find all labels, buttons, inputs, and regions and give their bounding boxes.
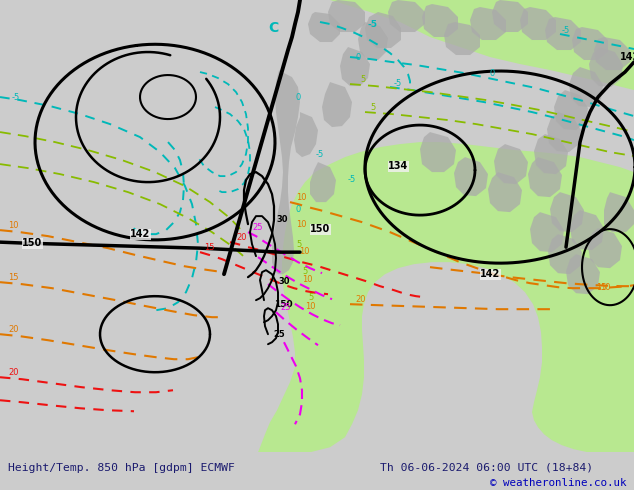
Text: Th 06-06-2024 06:00 UTC (18+84): Th 06-06-2024 06:00 UTC (18+84) bbox=[380, 463, 593, 473]
Text: 20: 20 bbox=[236, 233, 247, 242]
Polygon shape bbox=[566, 254, 600, 294]
Polygon shape bbox=[520, 7, 556, 40]
Text: 134: 134 bbox=[388, 161, 408, 171]
Polygon shape bbox=[310, 162, 336, 202]
Text: 0: 0 bbox=[356, 53, 361, 62]
Polygon shape bbox=[604, 192, 634, 232]
Polygon shape bbox=[572, 27, 608, 60]
Polygon shape bbox=[534, 134, 568, 174]
Polygon shape bbox=[388, 0, 425, 32]
Polygon shape bbox=[294, 112, 318, 157]
Polygon shape bbox=[328, 0, 365, 32]
Polygon shape bbox=[322, 82, 352, 127]
Polygon shape bbox=[272, 70, 300, 274]
Text: 25: 25 bbox=[273, 330, 285, 339]
Text: 10: 10 bbox=[305, 302, 316, 311]
Text: 5: 5 bbox=[360, 75, 365, 84]
Polygon shape bbox=[488, 172, 522, 212]
Text: 0: 0 bbox=[490, 69, 495, 78]
Polygon shape bbox=[545, 17, 581, 50]
Polygon shape bbox=[258, 0, 634, 452]
Polygon shape bbox=[594, 37, 630, 70]
Polygon shape bbox=[528, 157, 562, 197]
Text: 5: 5 bbox=[302, 267, 307, 276]
Text: 10: 10 bbox=[296, 193, 306, 202]
Polygon shape bbox=[547, 112, 581, 152]
Text: 150: 150 bbox=[274, 300, 293, 309]
Text: 25: 25 bbox=[280, 303, 290, 312]
Polygon shape bbox=[569, 67, 603, 107]
Polygon shape bbox=[554, 90, 588, 130]
Text: 10: 10 bbox=[299, 247, 309, 256]
Polygon shape bbox=[308, 12, 340, 42]
Text: 30: 30 bbox=[278, 277, 290, 286]
Text: 5: 5 bbox=[370, 103, 375, 112]
Text: 5: 5 bbox=[308, 293, 313, 302]
Polygon shape bbox=[589, 47, 623, 87]
Text: 15: 15 bbox=[204, 243, 214, 252]
Polygon shape bbox=[444, 22, 480, 55]
Text: -5: -5 bbox=[348, 175, 356, 184]
Polygon shape bbox=[492, 0, 528, 32]
Text: -5: -5 bbox=[12, 93, 20, 102]
Polygon shape bbox=[420, 132, 456, 172]
Polygon shape bbox=[548, 234, 582, 274]
Polygon shape bbox=[358, 22, 388, 60]
Text: 25: 25 bbox=[252, 223, 262, 232]
Text: C: C bbox=[268, 21, 278, 35]
Text: 5: 5 bbox=[296, 240, 301, 249]
Polygon shape bbox=[340, 47, 370, 86]
Text: 10: 10 bbox=[302, 275, 313, 284]
Polygon shape bbox=[588, 228, 622, 268]
Text: 142: 142 bbox=[620, 52, 634, 62]
Text: 10: 10 bbox=[600, 283, 611, 292]
Text: Height/Temp. 850 hPa [gdpm] ECMWF: Height/Temp. 850 hPa [gdpm] ECMWF bbox=[8, 463, 235, 473]
Polygon shape bbox=[550, 192, 584, 232]
Text: -5: -5 bbox=[562, 26, 570, 35]
Text: 15: 15 bbox=[596, 283, 607, 292]
Text: 30: 30 bbox=[276, 215, 287, 224]
Polygon shape bbox=[470, 7, 506, 40]
Text: 15: 15 bbox=[8, 273, 18, 282]
Text: -5: -5 bbox=[394, 79, 402, 88]
Text: © weatheronline.co.uk: © weatheronline.co.uk bbox=[490, 478, 626, 488]
Text: 0: 0 bbox=[296, 205, 301, 214]
Polygon shape bbox=[440, 0, 634, 72]
Text: 150: 150 bbox=[22, 238, 42, 248]
Polygon shape bbox=[530, 212, 564, 252]
Polygon shape bbox=[422, 4, 458, 37]
Text: -5: -5 bbox=[368, 20, 378, 29]
Text: 142: 142 bbox=[480, 269, 500, 279]
Text: 20: 20 bbox=[355, 295, 365, 304]
Polygon shape bbox=[570, 210, 604, 250]
Text: 20: 20 bbox=[8, 368, 18, 377]
Text: 20: 20 bbox=[8, 325, 18, 334]
Text: 142: 142 bbox=[130, 229, 150, 239]
Text: -5: -5 bbox=[316, 150, 324, 159]
Text: 10: 10 bbox=[296, 220, 306, 229]
Text: 0: 0 bbox=[296, 93, 301, 102]
Text: 150: 150 bbox=[310, 224, 330, 234]
Polygon shape bbox=[494, 144, 528, 184]
Polygon shape bbox=[454, 157, 488, 196]
Text: 10: 10 bbox=[8, 221, 18, 230]
Polygon shape bbox=[365, 12, 401, 48]
